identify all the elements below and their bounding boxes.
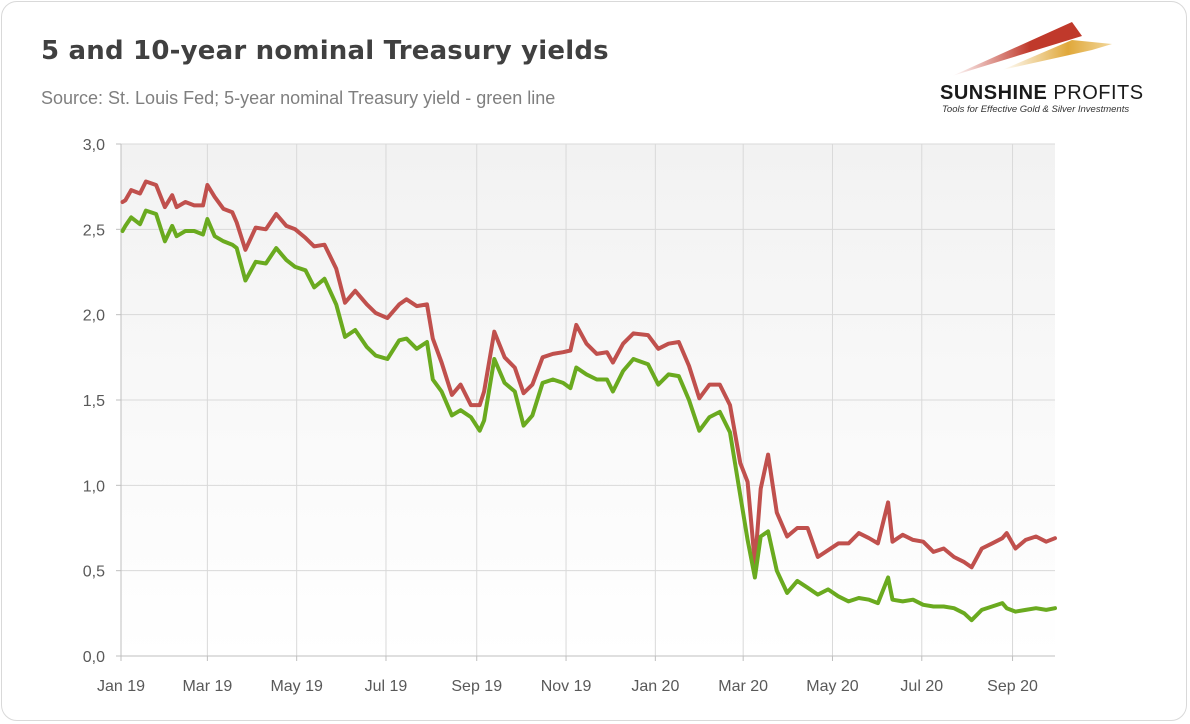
x-tick-label: Nov 19	[541, 678, 592, 695]
logo-tagline: Tools for Effective Gold & Silver Invest…	[942, 104, 1130, 115]
y-tick-label: 3,0	[83, 137, 105, 154]
x-tick-label: May 20	[806, 678, 859, 695]
logo-name: SUNSHINE PROFITS	[940, 82, 1144, 104]
y-tick-label: 0,0	[83, 649, 105, 666]
x-tick-label: Mar 20	[718, 678, 768, 695]
y-tick-label: 1,5	[83, 393, 105, 410]
y-tick-label: 1,0	[83, 478, 105, 495]
x-tick-label: Sep 20	[987, 678, 1038, 695]
chart-subtitle: Source: St. Louis Fed; 5-year nominal Tr…	[41, 88, 556, 108]
chart-title: 5 and 10-year nominal Treasury yields	[41, 36, 609, 66]
x-tick-labels: Jan 19 Mar 19 May 19 Jul 19 Sep 19 Nov 19 Jan …	[97, 678, 1038, 695]
x-tick-label: Jul 19	[365, 678, 408, 695]
y-tick-label: 2,5	[83, 222, 105, 239]
x-tick-label: May 19	[270, 678, 323, 695]
sunshine-profits-logo: SUNSHINE PROFITS Tools for Effective Gol…	[932, 14, 1172, 124]
x-tick-label: Jan 20	[631, 678, 679, 695]
y-tick-labels: 0,0 0,5 1,0 1,5 2,0 2,5 3,0	[83, 137, 105, 666]
series-line-red	[120, 179, 1057, 570]
logo-swoosh-icon	[952, 22, 1112, 76]
data-series	[120, 179, 1057, 623]
series-line-green	[120, 208, 1057, 623]
y-tick-label: 2,0	[83, 308, 105, 325]
axes	[116, 143, 1055, 661]
x-tick-label: Jul 20	[900, 678, 943, 695]
y-tick-label: 0,5	[83, 564, 105, 581]
x-tick-label: Sep 19	[451, 678, 502, 695]
x-tick-label: Jan 19	[97, 678, 145, 695]
x-tick-label: Mar 19	[182, 678, 232, 695]
